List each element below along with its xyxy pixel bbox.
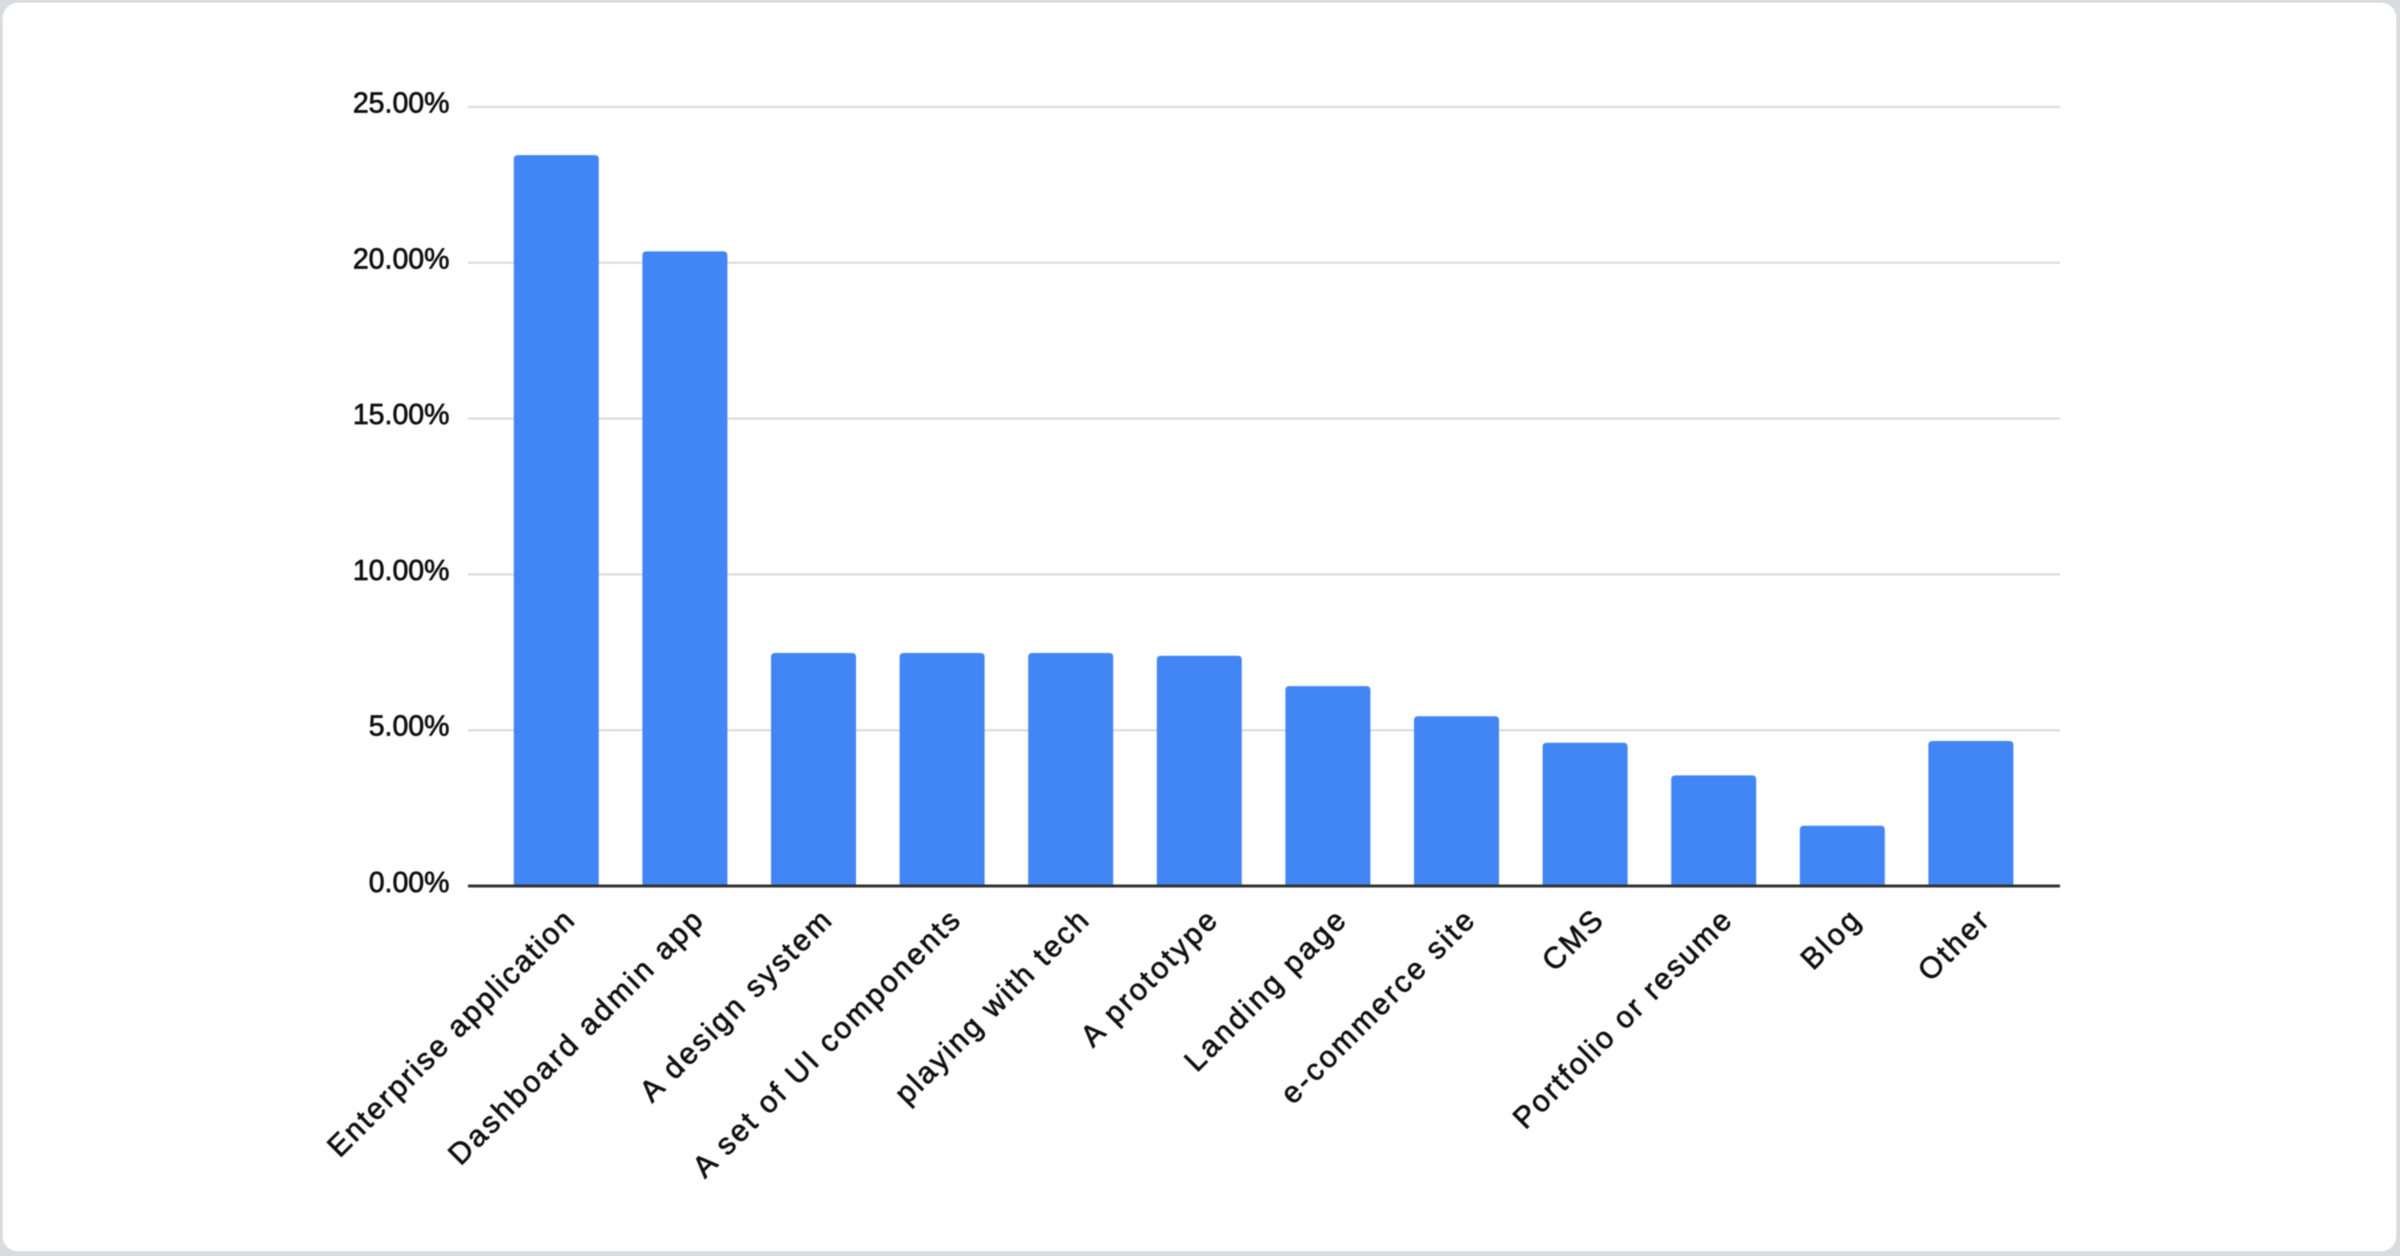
svg-text:A set of UI components: A set of UI components	[687, 904, 967, 1184]
svg-text:Portfolio or resume: Portfolio or resume	[1507, 904, 1738, 1135]
svg-text:0.00%: 0.00%	[369, 867, 450, 899]
svg-text:Blog: Blog	[1795, 904, 1867, 976]
svg-text:Dashboard admin app: Dashboard admin app	[442, 904, 709, 1171]
svg-text:15.00%: 15.00%	[353, 399, 450, 431]
svg-text:CMS: CMS	[1536, 904, 1610, 978]
svg-text:5.00%: 5.00%	[369, 711, 450, 743]
svg-text:Enterprise application: Enterprise application	[321, 904, 581, 1164]
svg-text:20.00%: 20.00%	[353, 243, 450, 275]
svg-text:25.00%: 25.00%	[353, 88, 450, 120]
svg-text:10.00%: 10.00%	[353, 555, 450, 587]
svg-text:e-commerce site: e-commerce site	[1274, 904, 1480, 1110]
svg-text:Other: Other	[1912, 904, 1995, 987]
